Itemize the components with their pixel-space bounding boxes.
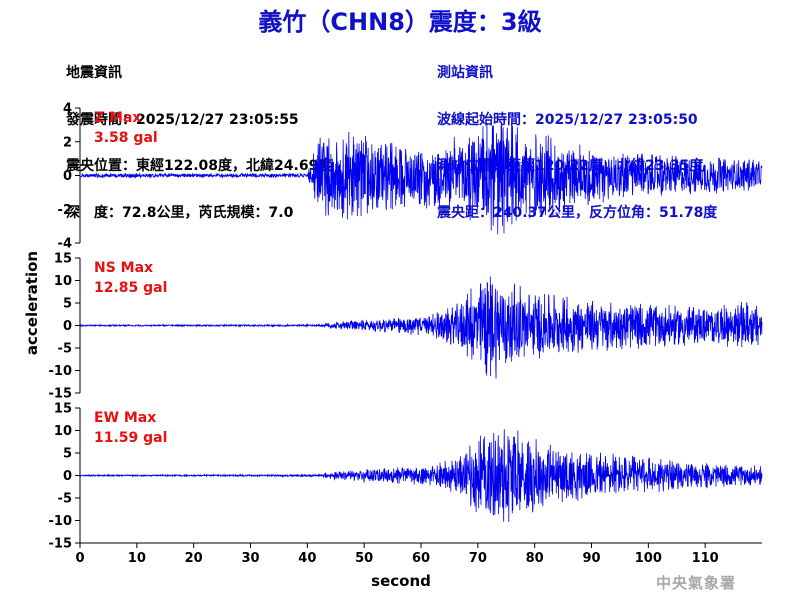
panel-max-ew: 11.59 gal	[94, 430, 167, 446]
agency-watermark: 中央氣象署	[656, 574, 737, 592]
event-info-heading: 地震資訊	[66, 65, 122, 81]
y-tick-label-ns: 0	[63, 319, 72, 334]
y-tick-label-z: 2	[63, 135, 72, 150]
waveform-ew	[79, 429, 763, 523]
x-tick-label: 100	[635, 551, 662, 566]
y-tick-label-z: -4	[58, 237, 72, 252]
y-tick-label-ew: -15	[49, 537, 73, 552]
panel-label-z: Z Max	[94, 110, 141, 126]
origin-time: 發震時間：2025/12/27 23:05:55	[66, 111, 299, 128]
y-tick-label-ns: 15	[54, 252, 72, 267]
x-tick-label: 70	[469, 551, 487, 566]
y-tick-label-ew: 5	[63, 447, 72, 462]
epicenter-location: 震央位置：東經122.08度，北緯24.69度	[66, 158, 333, 174]
x-tick-label: 20	[185, 551, 203, 566]
station-info-heading: 測站資訊	[437, 65, 493, 81]
x-tick-label: 10	[128, 551, 146, 566]
y-tick-label-z: -2	[58, 203, 72, 218]
y-tick-label-ew: 0	[63, 469, 72, 484]
y-tick-label-ns: 5	[63, 297, 72, 312]
panel-max-z: 3.58 gal	[94, 130, 158, 146]
y-tick-label-z: 0	[63, 169, 72, 184]
chart-title: 義竹（CHN8）震度：3級	[258, 8, 542, 36]
y-tick-label-z: 4	[63, 102, 72, 117]
y-tick-label-ew: -10	[49, 514, 73, 529]
panel-label-ew: EW Max	[94, 410, 156, 426]
event-info-block: 地震資訊 發震時間：2025/12/27 23:05:55 震央位置：東經122…	[66, 35, 332, 237]
x-tick-label: 0	[75, 551, 84, 566]
y-tick-label-ew: 10	[54, 424, 72, 439]
depth-magnitude: 深 度：72.8公里，芮氏規模：7.0	[66, 204, 294, 221]
x-tick-label: 40	[298, 551, 316, 566]
x-axis-label: second	[371, 572, 431, 590]
y-tick-label-ns: -5	[58, 342, 72, 357]
x-tick-label: 80	[526, 551, 544, 566]
waveform-ns	[79, 276, 763, 379]
waveform-z	[79, 122, 763, 235]
panel-max-ns: 12.85 gal	[94, 280, 167, 296]
x-tick-label: 50	[355, 551, 373, 566]
y-tick-label-ew: 15	[54, 402, 72, 417]
x-tick-label: 110	[692, 551, 719, 566]
panel-label-ns: NS Max	[94, 260, 153, 276]
y-axis-label: acceleration	[23, 251, 41, 355]
y-tick-label-ns: -15	[49, 387, 73, 402]
x-tick-label: 60	[412, 551, 430, 566]
wave-start-time: 波線起始時間：2025/12/27 23:05:50	[437, 111, 698, 128]
y-tick-label-ns: 10	[54, 274, 72, 289]
x-tick-label: 90	[582, 551, 600, 566]
y-tick-label-ns: -10	[49, 364, 73, 379]
y-tick-label-ew: -5	[58, 492, 72, 507]
x-tick-label: 30	[241, 551, 259, 566]
